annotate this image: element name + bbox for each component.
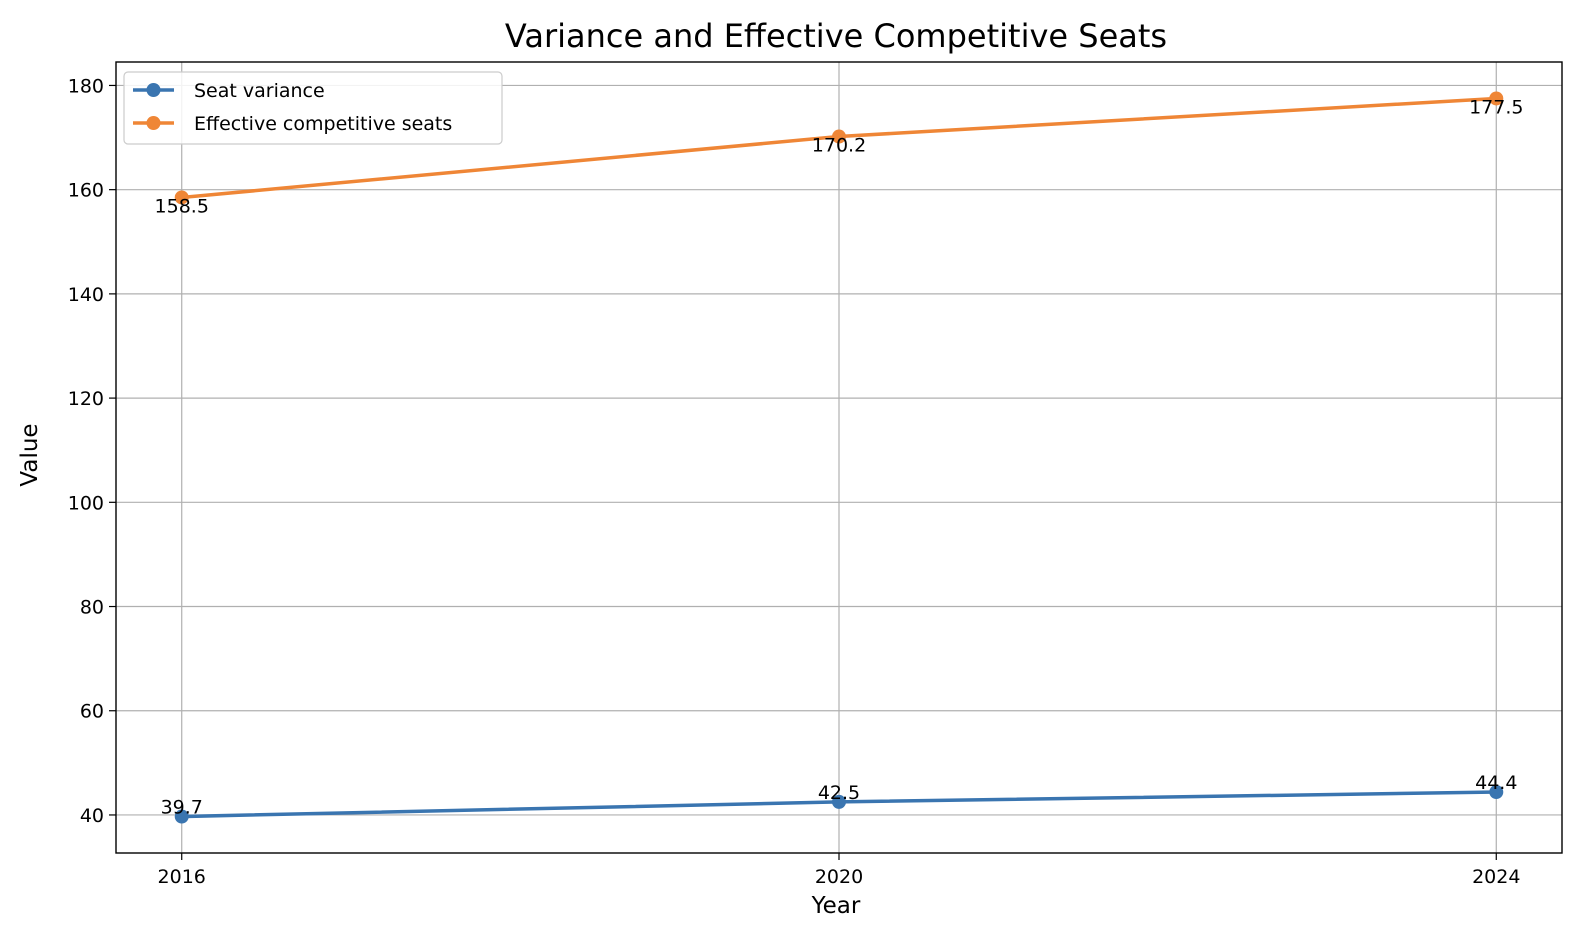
data-label: 44.4: [1475, 772, 1517, 794]
legend: Seat variance Effective competitive seats: [123, 71, 503, 145]
data-label: 158.5: [155, 195, 209, 217]
data-point: [174, 190, 189, 205]
legend-label: Effective competitive seats: [194, 113, 452, 135]
data-point: [832, 129, 846, 144]
legend-item: Seat variance: [133, 80, 325, 102]
y-tick-label: 40: [80, 805, 104, 827]
x-tick-label: 2016: [158, 866, 206, 888]
data-point: [832, 794, 846, 809]
y-tick-label: 120: [68, 388, 104, 410]
grid: [116, 62, 1562, 853]
y-tick-label: 100: [68, 492, 104, 514]
y-axis: 40 60 80 100 120 140 160 180: [68, 75, 116, 827]
data-point: [1489, 91, 1504, 106]
x-axis-title: Year: [811, 893, 861, 919]
series-0-group: 39.7 42.5 44.4: [161, 772, 1517, 824]
data-label: 170.2: [812, 135, 866, 157]
legend-item: Effective competitive seats: [133, 113, 452, 135]
data-label: 39.7: [161, 797, 203, 819]
y-tick-label: 80: [80, 597, 104, 619]
y-tick-label: 60: [80, 701, 104, 723]
chart-title: Variance and Effective Competitive Seats: [505, 17, 1167, 55]
legend-box: [123, 71, 503, 145]
x-tick-label: 2024: [1472, 866, 1520, 888]
series: 39.7 42.5 44.4 158.5 170.2 177.5: [155, 91, 1523, 824]
y-tick-label: 140: [68, 284, 104, 306]
data-point: [1489, 785, 1504, 800]
y-axis-title: Value: [17, 423, 43, 486]
legend-swatch-marker: [146, 83, 161, 97]
data-label: 177.5: [1469, 96, 1523, 118]
data-point: [174, 809, 189, 824]
x-axis: 2016 2020 2024: [158, 853, 1520, 888]
y-tick-label: 180: [68, 75, 104, 97]
data-label: 42.5: [818, 782, 860, 804]
x-tick-label: 2020: [815, 866, 863, 888]
legend-label: Seat variance: [194, 80, 325, 102]
y-tick-label: 160: [68, 180, 104, 202]
legend-swatch-marker: [146, 116, 161, 130]
series-1-group: 158.5 170.2 177.5: [155, 91, 1523, 217]
